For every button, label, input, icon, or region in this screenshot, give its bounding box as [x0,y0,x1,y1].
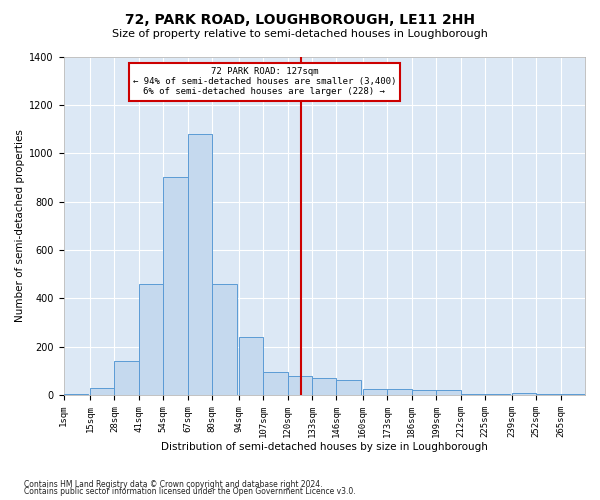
Text: 72, PARK ROAD, LOUGHBOROUGH, LE11 2HH: 72, PARK ROAD, LOUGHBOROUGH, LE11 2HH [125,12,475,26]
Bar [512,392,536,395]
Bar [239,337,263,395]
Text: Size of property relative to semi-detached houses in Loughborough: Size of property relative to semi-detach… [112,29,488,39]
Bar [363,389,388,395]
Bar [337,380,361,395]
Text: 72 PARK ROAD: 127sqm
← 94% of semi-detached houses are smaller (3,400)
6% of sem: 72 PARK ROAD: 127sqm ← 94% of semi-detac… [133,66,396,96]
Bar [90,388,115,395]
Bar [212,284,237,395]
Y-axis label: Number of semi-detached properties: Number of semi-detached properties [15,130,25,322]
Bar [560,394,585,395]
Bar [461,394,485,395]
Bar [263,372,287,395]
Bar [64,394,88,395]
X-axis label: Distribution of semi-detached houses by size in Loughborough: Distribution of semi-detached houses by … [161,442,488,452]
Bar [436,390,461,395]
Bar [163,178,188,395]
Bar [536,394,560,395]
Bar [139,284,163,395]
Bar [312,378,337,395]
Text: Contains HM Land Registry data © Crown copyright and database right 2024.: Contains HM Land Registry data © Crown c… [24,480,323,489]
Bar [485,394,509,395]
Bar [388,389,412,395]
Bar [188,134,212,395]
Bar [115,361,139,395]
Text: Contains public sector information licensed under the Open Government Licence v3: Contains public sector information licen… [24,487,356,496]
Bar [287,376,312,395]
Bar [412,390,436,395]
